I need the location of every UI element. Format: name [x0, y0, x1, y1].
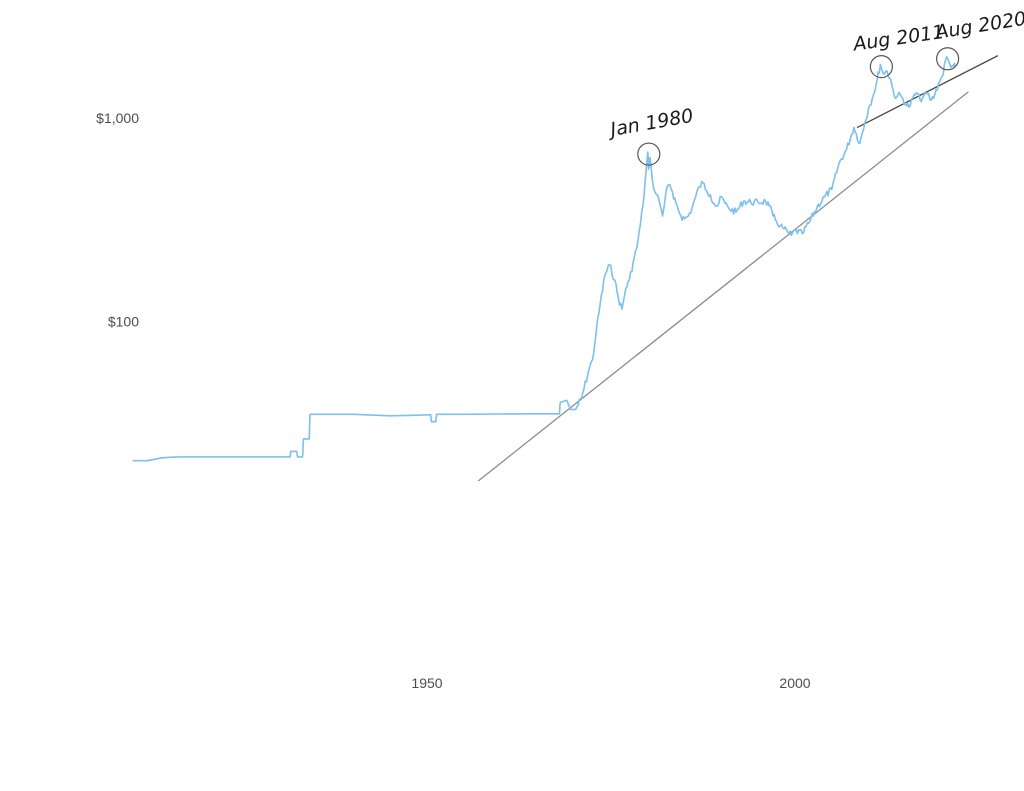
- x-tick-label: 2000: [779, 675, 810, 691]
- peak-circle: [869, 54, 893, 79]
- y-tick-label: $1,000: [96, 110, 139, 126]
- price-series: [132, 55, 957, 462]
- recent-trendline: [856, 55, 999, 128]
- x-axis: 1950 2000: [411, 675, 810, 691]
- y-tick-label: $100: [108, 314, 139, 330]
- peak-circle: [936, 47, 960, 71]
- peak-annotation: Aug 2011: [850, 21, 946, 56]
- trendlines: [477, 55, 999, 482]
- price-line: [132, 55, 957, 462]
- peak-annotation: Aug 2020: [932, 8, 1024, 44]
- x-tick-label: 1950: [411, 675, 442, 691]
- long-term-trendline: [477, 91, 969, 482]
- y-axis: $100$1,000$10,000: [96, 110, 139, 330]
- peak-circle: [637, 142, 661, 166]
- peak-annotation: Jan 1980: [605, 105, 695, 142]
